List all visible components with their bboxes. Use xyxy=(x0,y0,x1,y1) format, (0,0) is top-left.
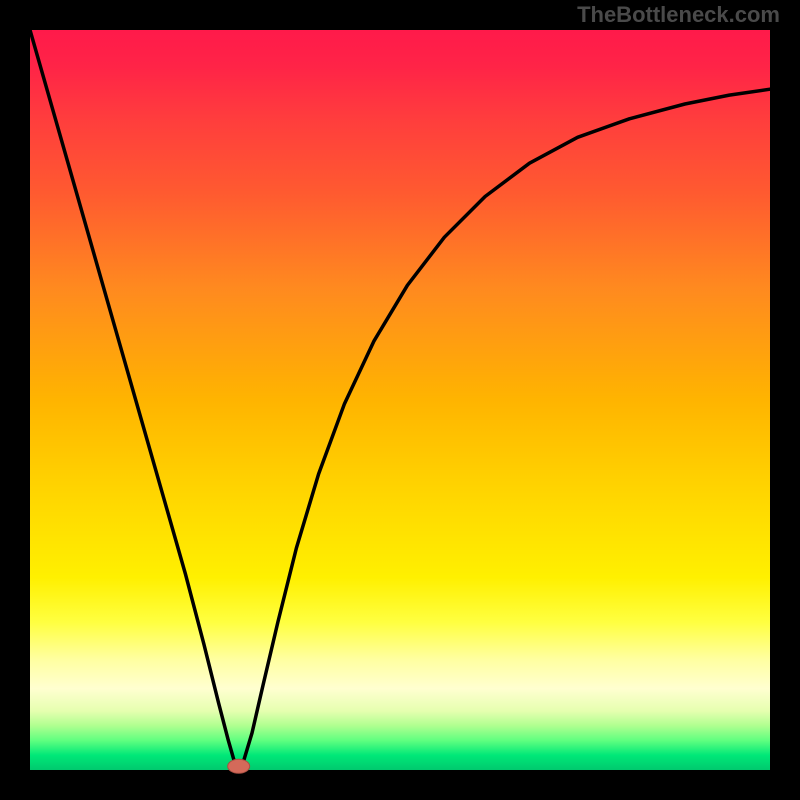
plot-background xyxy=(30,30,770,770)
bottleneck-chart xyxy=(0,0,800,800)
minimum-marker xyxy=(228,759,250,773)
chart-container: TheBottleneck.com xyxy=(0,0,800,800)
attribution-text: TheBottleneck.com xyxy=(577,2,780,28)
